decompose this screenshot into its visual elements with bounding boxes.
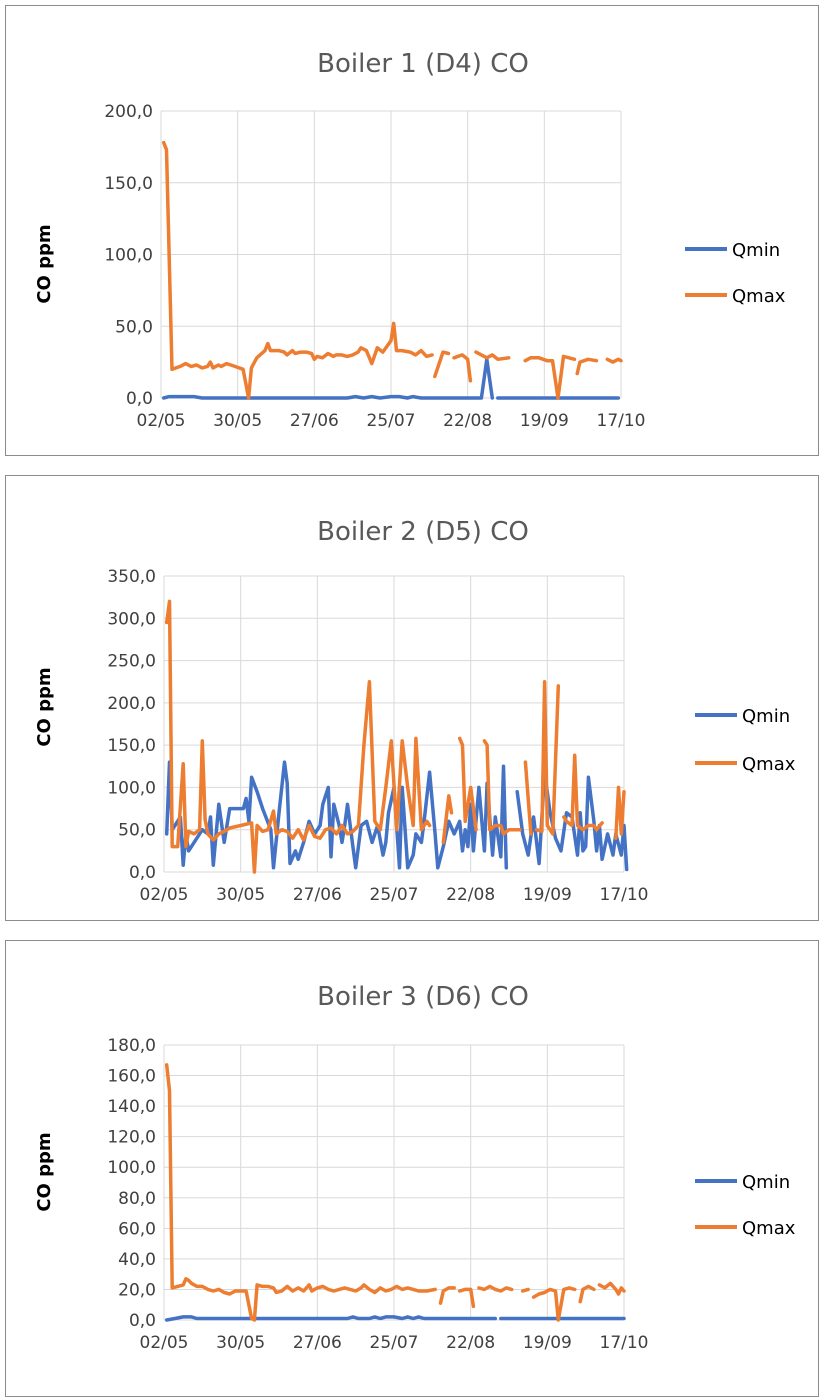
x-tick-label: 17/10	[600, 1333, 649, 1353]
y-tick-label: 40,0	[118, 1250, 156, 1270]
y-tick-label: 150,0	[104, 174, 153, 194]
x-tick-label: 25/07	[370, 885, 419, 905]
chart-svg: Boiler 1 (D4) CO CO ppm 02/05 30/05 27/06 2…	[5, 5, 819, 456]
y-tick-label: 140,0	[107, 1097, 156, 1117]
x-tick-label: 30/05	[216, 1333, 265, 1353]
x-tick-label: 02/05	[140, 1333, 189, 1353]
y-tick-label: 0,0	[129, 1311, 156, 1331]
y-axis-label: CO ppm	[34, 224, 55, 303]
legend-qmin-label: Qmin	[732, 240, 780, 261]
y-tick-label: 80,0	[118, 1189, 156, 1209]
y-tick-label: 250,0	[107, 652, 156, 672]
series-line-qmax	[161, 140, 623, 400]
legend: Qmin Qmax	[685, 240, 786, 307]
legend: Qmin Qmax	[695, 706, 796, 775]
legend: Qmin Qmax	[695, 1172, 796, 1239]
x-tick-label: 22/08	[443, 411, 492, 431]
x-tick-label: 17/10	[597, 411, 646, 431]
chart-svg: Boiler 3 (D6) CO CO ppm 02/05 30/05 27/06 2…	[5, 940, 819, 1397]
y-tick-label: 150,0	[107, 736, 156, 756]
y-tick-label: 20,0	[118, 1280, 156, 1300]
x-tick-label: 27/06	[293, 1333, 342, 1353]
legend-qmin-label: Qmin	[742, 1172, 790, 1193]
x-tick-label: 02/05	[137, 411, 186, 431]
x-tick-label: 02/05	[140, 885, 189, 905]
legend-qmax-label: Qmax	[742, 754, 796, 775]
series-line-qmin	[161, 357, 621, 400]
legend-qmax-label: Qmax	[732, 286, 786, 307]
chart-svg: Boiler 2 (D5) CO CO ppm 02/05 30/05 27/06 2…	[5, 475, 819, 921]
y-tick-label: 120,0	[107, 1128, 156, 1148]
y-tick-label: 180,0	[107, 1036, 156, 1056]
x-tick-label: 27/06	[293, 885, 342, 905]
legend-qmax-label: Qmax	[742, 1218, 796, 1239]
y-axis-label: CO ppm	[34, 667, 55, 746]
x-tick-label: 19/09	[523, 1333, 572, 1353]
x-tick-label: 19/09	[523, 885, 572, 905]
x-tick-label: 30/05	[216, 885, 265, 905]
x-tick-label: 30/05	[213, 411, 262, 431]
y-tick-label: 200,0	[107, 694, 156, 714]
x-tick-label: 27/06	[290, 411, 339, 431]
chart-frame	[5, 475, 819, 921]
y-tick-label: 350,0	[107, 567, 156, 587]
chart-title: Boiler 2 (D5) CO	[317, 517, 529, 547]
series-line-qmax	[164, 1063, 626, 1322]
chart-boiler-1: Boiler 1 (D4) CO CO ppm 02/05 30/05 27/06 2…	[5, 5, 820, 457]
series-line-qmin	[164, 1315, 626, 1322]
x-tick-label: 17/10	[600, 885, 649, 905]
x-tick-label: 22/08	[446, 1333, 495, 1353]
x-tick-label: 22/08	[446, 885, 495, 905]
x-tick-label: 25/07	[370, 1333, 419, 1353]
x-tick-label: 25/07	[367, 411, 416, 431]
y-tick-label: 100,0	[107, 778, 156, 798]
y-tick-label: 200,0	[104, 102, 153, 122]
y-axis-label: CO ppm	[34, 1132, 55, 1211]
y-tick-label: 100,0	[107, 1158, 156, 1178]
y-tick-label: 50,0	[115, 317, 153, 337]
chart-frame	[5, 5, 819, 456]
series-line-qmin	[164, 760, 629, 872]
chart-boiler-2: Boiler 2 (D5) CO CO ppm 02/05 30/05 27/06 2…	[5, 475, 820, 922]
y-tick-label: 100,0	[104, 246, 153, 266]
y-tick-label: 60,0	[118, 1219, 156, 1239]
y-tick-label: 0,0	[129, 863, 156, 883]
series-line-qmax	[164, 599, 626, 874]
y-tick-label: 50,0	[118, 821, 156, 841]
chart-boiler-3: Boiler 3 (D6) CO CO ppm 02/05 30/05 27/06 2…	[5, 940, 820, 1397]
legend-qmin-label: Qmin	[742, 706, 790, 727]
y-tick-label: 300,0	[107, 609, 156, 629]
chart-title: Boiler 1 (D4) CO	[317, 49, 529, 79]
x-tick-label: 19/09	[520, 411, 569, 431]
chart-title: Boiler 3 (D6) CO	[317, 982, 529, 1012]
y-tick-label: 160,0	[107, 1067, 156, 1087]
y-tick-label: 0,0	[126, 389, 153, 409]
